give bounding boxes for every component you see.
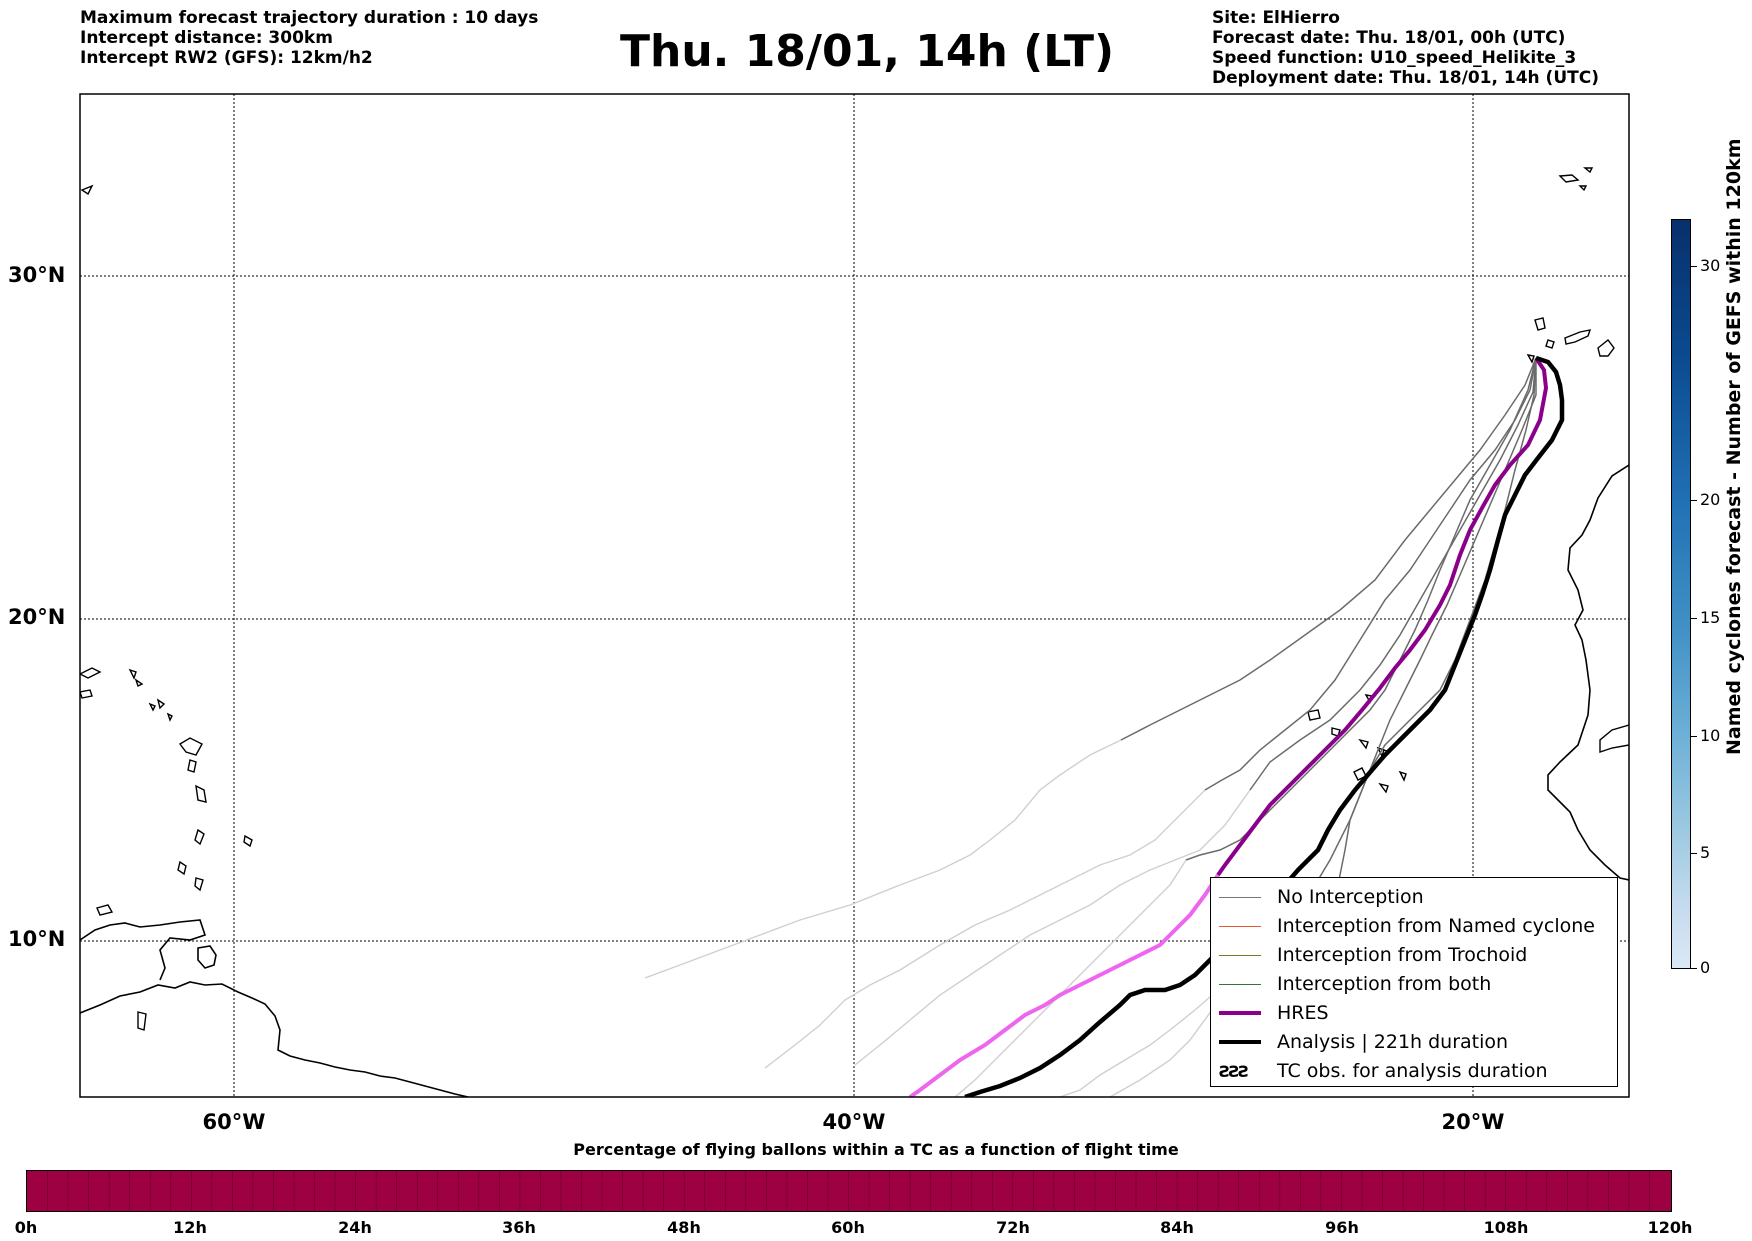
trajectory-extended-1: [644, 739, 1122, 979]
legend-item-no-interception: No Interception: [1219, 884, 1424, 910]
lat-label-20: 20°N: [8, 605, 66, 629]
legend-swatch-named-cyclone: [1219, 925, 1261, 927]
colorbar-horizontal-title: Percentage of flying ballons within a TC…: [573, 1140, 1179, 1159]
coastline-lesser-antilles: [177, 737, 253, 892]
legend-label-both: Interception from both: [1277, 973, 1492, 995]
legend-swatch-hres: [1219, 1011, 1261, 1015]
trajectory-no-interception-3: [1249, 357, 1537, 791]
header-right-line-2: Forecast date: Thu. 18/01, 00h (UTC): [1212, 28, 1566, 48]
hbar-tick-48h: 48h: [667, 1218, 701, 1237]
trajectory-no-interception-2: [1204, 357, 1537, 791]
colorbar-tick-20: 20: [1700, 490, 1721, 509]
colorbar-tick-5: 5: [1700, 843, 1711, 862]
legend-label-trochoid: Interception from Trochoid: [1277, 944, 1528, 966]
legend-item-hres: HRES: [1219, 1000, 1329, 1026]
coastline-africa-west-tip: [1599, 724, 1629, 753]
colorbar-vertical: [1671, 219, 1691, 969]
colorbar-tick-30: 30: [1700, 256, 1721, 275]
coastline-tobago-grenada: [80, 184, 147, 1031]
colorbar-tick-10: 10: [1700, 726, 1721, 745]
legend-label-tc-obs: TC obs. for analysis duration: [1277, 1060, 1548, 1082]
map-legend: No Interception Interception from Named …: [1210, 877, 1618, 1087]
legend-item-tc-obs: ƧƧƧ TC obs. for analysis duration: [1219, 1058, 1548, 1084]
legend-swatch-no-interception: [1219, 896, 1261, 898]
trajectory-hres: [1216, 356, 1549, 877]
colorbar-tick-15: 15: [1700, 608, 1721, 627]
colorbar-horizontal: [26, 1170, 1672, 1212]
header-left: Maximum forecast trajectory duration : 1…: [80, 8, 538, 68]
header-right: Site: ElHierro Forecast date: Thu. 18/01…: [1212, 8, 1599, 88]
coastline-trinidad: [197, 945, 217, 969]
hbar-tick-36h: 36h: [502, 1218, 536, 1237]
colorbar-tick-0: 0: [1700, 958, 1711, 977]
legend-label-named-cyclone: Interception from Named cyclone: [1277, 915, 1595, 937]
colorbar-tick-mark-30: [1691, 266, 1697, 267]
hbar-tick-60h: 60h: [831, 1218, 865, 1237]
header-left-line-1: Maximum forecast trajectory duration : 1…: [80, 8, 539, 28]
legend-label-hres: HRES: [1277, 1002, 1329, 1024]
colorbar-horizontal-minor-ticks: [47, 1171, 1650, 1210]
trajectory-extended-3: [854, 789, 1251, 1066]
trajectory-no-interception-1: [1120, 357, 1537, 741]
hbar-tick-24h: 24h: [338, 1218, 372, 1237]
legend-label-analysis: Analysis | 221h duration: [1277, 1031, 1509, 1053]
trajectory-extended-5: [1059, 989, 1219, 1097]
colorbar-tick-mark-5: [1691, 853, 1697, 854]
lon-label-60w: 60°W: [202, 1110, 266, 1134]
header-left-line-3: Intercept RW2 (GFS): 12km/h2: [80, 48, 373, 68]
trajectory-analysis: [964, 355, 1565, 1097]
trajectories-no-interception: [1120, 357, 1537, 991]
header-right-line-4: Deployment date: Thu. 18/01, 14h (UTC): [1212, 68, 1599, 88]
coastline-margarita: [96, 904, 114, 916]
legend-item-trochoid: Interception from Trochoid: [1219, 942, 1527, 968]
tc-symbol-icon: ƧƧƧ: [1219, 1061, 1250, 1081]
header-right-line-3: Speed function: U10_speed_Helikite_3: [1212, 48, 1577, 68]
header-left-line-2: Intercept distance: 300km: [80, 28, 333, 48]
colorbar-tick-mark-15: [1691, 618, 1697, 619]
legend-swatch-both: [1219, 983, 1261, 985]
legend-item-named-cyclone: Interception from Named cyclone: [1219, 913, 1595, 939]
trajectories-extended: [644, 739, 1251, 1097]
legend-item-both: Interception from both: [1219, 971, 1491, 997]
map-frame: [79, 93, 1630, 1098]
colorbar-tick-mark-0: [1691, 968, 1697, 969]
colorbar-tick-mark-20: [1691, 500, 1697, 501]
coastline-venezuela-north: [80, 919, 207, 981]
coastline-canary-islands: [1526, 317, 1615, 364]
map-gridlines: [80, 94, 1629, 1097]
lat-label-10: 10°N: [8, 927, 66, 951]
lat-label-30: 30°N: [8, 263, 66, 287]
hbar-tick-0h: 0h: [14, 1218, 38, 1237]
lon-label-40w: 40°W: [822, 1110, 886, 1134]
trajectory-extended-4: [954, 859, 1187, 1097]
legend-label-no-interception: No Interception: [1277, 886, 1424, 908]
coastline-virgin-islands: [80, 667, 173, 722]
colorbar-tick-mark-10: [1691, 736, 1697, 737]
page-title: Thu. 18/01, 14h (LT): [620, 26, 1115, 77]
colorbar-vertical-label: Named cyclones forecast - Number of GEFS…: [1723, 138, 1745, 755]
hbar-tick-72h: 72h: [996, 1218, 1030, 1237]
coastline-south-america: [80, 981, 469, 1097]
hbar-tick-84h: 84h: [1160, 1218, 1194, 1237]
legend-swatch-trochoid: [1219, 954, 1261, 956]
coastline-africa: [1547, 464, 1629, 881]
hbar-tick-108h: 108h: [1483, 1218, 1529, 1237]
trajectory-extended-2: [764, 789, 1206, 1069]
hbar-tick-12h: 12h: [173, 1218, 207, 1237]
hbar-tick-120h: 120h: [1647, 1218, 1693, 1237]
legend-item-analysis: Analysis | 221h duration: [1219, 1029, 1508, 1055]
trajectory-hres-late: [908, 873, 1220, 1097]
legend-swatch-analysis: [1219, 1040, 1261, 1044]
lon-label-20w: 20°W: [1441, 1110, 1505, 1134]
coastline-madeira: [1558, 167, 1594, 192]
header-right-line-1: Site: ElHierro: [1212, 8, 1340, 28]
hbar-tick-96h: 96h: [1325, 1218, 1359, 1237]
